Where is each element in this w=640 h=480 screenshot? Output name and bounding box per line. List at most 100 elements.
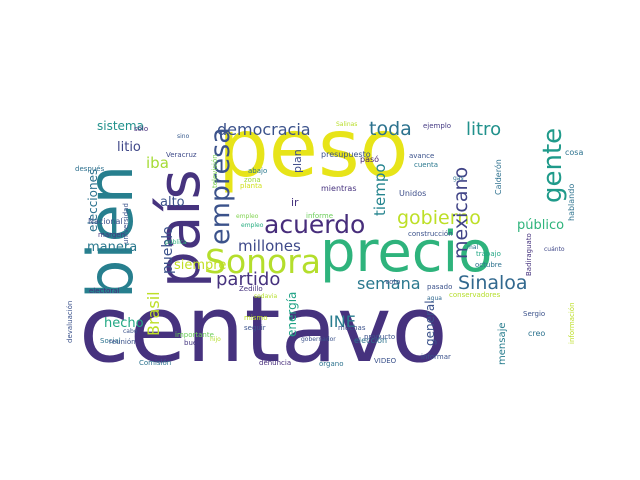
word-cuenta: cuenta: [414, 161, 438, 169]
word-empleo: empleo: [236, 213, 259, 220]
word-planta: planta: [240, 182, 262, 190]
word-comision: Comisión: [139, 359, 171, 367]
word-sergio: Sergio: [523, 310, 545, 318]
word-presupuesto: presupuesto: [321, 150, 371, 159]
word-plan: plan: [291, 149, 304, 173]
word-pais: país: [145, 169, 213, 288]
word-zona: zona: [244, 176, 261, 184]
word-gobierno: gobierno: [397, 207, 481, 229]
word-toda: toda: [369, 118, 412, 140]
word-sodavia: sodavia: [254, 293, 278, 300]
word-manera: manera: [87, 240, 137, 255]
word-construccion: construcción: [408, 230, 453, 238]
word-publica: pública: [165, 239, 187, 246]
word-tiempo: tiempo: [371, 163, 389, 216]
word-margen: margen: [98, 231, 125, 239]
word-cosa: cosa: [565, 148, 583, 157]
word-social: Social: [100, 337, 121, 345]
word-litio: litio: [117, 140, 141, 155]
word-siempre: siempre: [174, 258, 226, 273]
word-democracia: democracia: [217, 120, 311, 139]
word-mientras: mientras: [321, 184, 357, 193]
word-reunion: reunión: [109, 338, 136, 346]
word-empleo: empleo: [241, 222, 264, 229]
word-video: VIDEO: [374, 357, 397, 365]
word-brasil: Brasil: [144, 291, 163, 336]
word-gas: gas: [453, 175, 464, 182]
word-veracruz: Veracruz: [166, 151, 197, 159]
word-badiraguato: Badiraguato: [525, 233, 533, 276]
word-nacional: Nacional: [88, 217, 123, 226]
word-mensaje: mensaje: [497, 323, 508, 366]
word-seguir: seguir: [244, 324, 266, 332]
word-centavo: centavo: [79, 276, 448, 383]
word-unidos: Unidos: [399, 189, 426, 198]
word-denuncia: denuncia: [259, 359, 291, 367]
word-electoral: electoral: [89, 287, 120, 295]
word-gente: gente: [538, 128, 568, 203]
word-ejemplo: ejemplo: [423, 122, 451, 130]
word-universidad: universidad: [122, 203, 130, 244]
word-muchas: muchas: [338, 324, 366, 332]
word-informe: informe: [306, 212, 333, 220]
word-partido: partido: [216, 269, 280, 290]
word-conservadores: conservadores: [449, 291, 501, 299]
word-alto: alto: [160, 195, 185, 210]
word-hijo: hijo: [210, 336, 221, 343]
word-litro: litro: [466, 119, 501, 140]
word-pasado: pasado: [427, 283, 452, 291]
word-paso: pasó: [360, 154, 379, 164]
word-precio: precio: [320, 220, 492, 285]
word-creo: creo: [528, 329, 545, 338]
word-importante: importante: [175, 331, 214, 339]
word-octubre: octubre: [475, 261, 502, 269]
word-calderon: Calderón: [493, 159, 503, 195]
word-millones: millones: [238, 237, 301, 255]
word-despues: después: [75, 165, 105, 173]
word-sonora: Sonora: [205, 242, 321, 281]
word-ir: ir: [291, 196, 299, 209]
word-informar: informar: [421, 353, 451, 361]
word-cloud-canvas: [65, 106, 575, 373]
word-avance: avance: [409, 152, 434, 160]
word-agua: agua: [427, 295, 442, 302]
word-producto: producto: [364, 333, 395, 341]
word-devaluacion: devaluación: [66, 301, 74, 343]
word-iba: iba: [146, 154, 169, 172]
word-ine: INE: [329, 312, 356, 331]
word-elecciones: elecciones: [86, 169, 100, 232]
word-voto: voto: [385, 278, 400, 286]
word-bien: bien: [74, 165, 147, 299]
word-general: general: [423, 300, 437, 346]
word-sinaloa: Sinaloa: [458, 272, 528, 294]
word-trabajo: trabajo: [476, 250, 501, 258]
word-semana: semana: [357, 274, 421, 293]
word-salinas: Salinas: [336, 121, 357, 128]
word-mexicano: mexicano: [450, 167, 472, 259]
word-gobernador: gobernador: [301, 336, 336, 343]
word-acuerdo: acuerdo: [264, 210, 365, 239]
word-informacion: información: [568, 302, 576, 344]
word-solo: sólo: [134, 125, 148, 133]
word-abajo: abajo: [248, 167, 267, 175]
word-hecho: hecho: [104, 316, 144, 331]
word-mal: mal: [467, 244, 479, 251]
word-sino: sino: [177, 133, 190, 140]
word-cuanto: cuánto: [544, 246, 565, 253]
word-buen: buen: [184, 339, 202, 347]
word-mismo: mismo: [244, 314, 268, 322]
word-empresa: empresa: [205, 127, 236, 245]
word-zedillo: Zedillo: [239, 285, 263, 293]
word-cabo: cabo: [123, 328, 138, 335]
word-publico: público: [517, 218, 564, 233]
word-television: televisión: [211, 154, 219, 188]
word-peso: peso: [218, 102, 409, 195]
word-eleccion: elección: [354, 335, 387, 345]
word-sistema: sistema: [97, 119, 144, 133]
word-hablando: hablando: [567, 184, 576, 221]
word-energia: energía: [285, 292, 299, 337]
word-organo: órgano: [319, 360, 344, 368]
